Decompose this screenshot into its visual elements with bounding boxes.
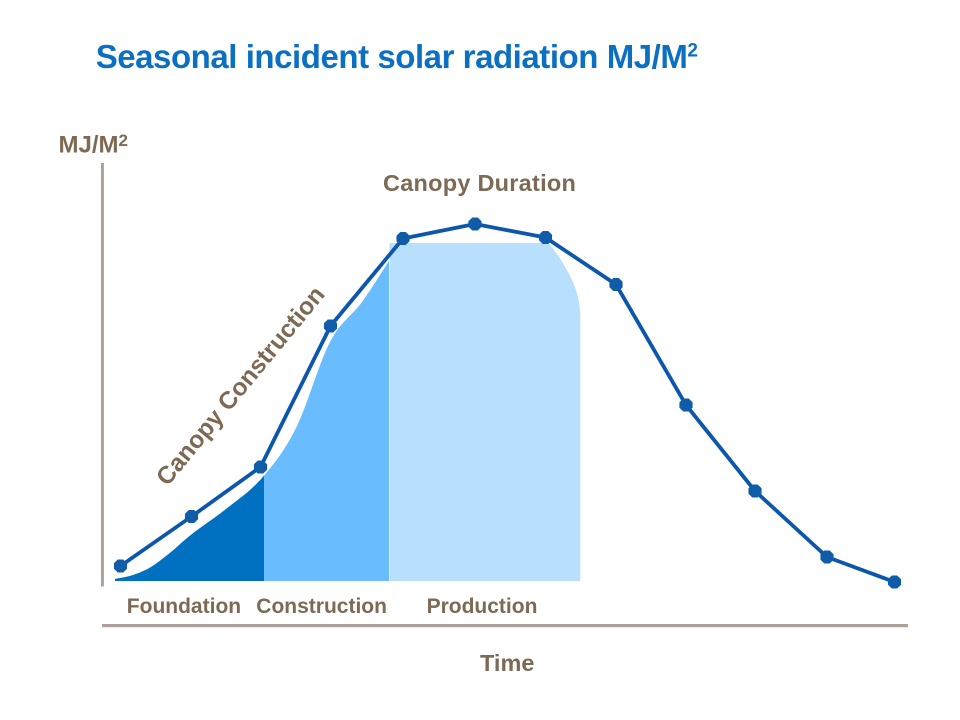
svg-text:Canopy Duration: Canopy Duration bbox=[383, 170, 576, 196]
svg-text:Foundation: Foundation bbox=[127, 595, 241, 618]
svg-text:Production: Production bbox=[427, 595, 538, 618]
svg-text:Construction: Construction bbox=[256, 595, 387, 618]
svg-text:Time: Time bbox=[480, 650, 534, 676]
svg-text:Seasonal incident solar radiat: Seasonal incident solar radiation MJ/M2 bbox=[96, 38, 698, 75]
svg-text:MJ/M2: MJ/M2 bbox=[59, 131, 128, 159]
